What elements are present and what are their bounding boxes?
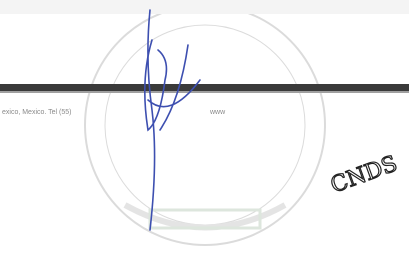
rule-shadow: [0, 91, 409, 93]
footer-address: exico, Mexico. Tel (55): [2, 109, 72, 116]
cut-text: [0, 0, 409, 14]
footer-web: www: [209, 109, 226, 116]
document: exico, Mexico. Tel (55) www CNDS: [0, 0, 409, 254]
signature: [145, 10, 200, 230]
handwritten-note: CNDS: [328, 151, 401, 198]
stamp: [85, 5, 325, 245]
rule: [0, 84, 409, 91]
page: exico, Mexico. Tel (55) www CNDS (() => …: [0, 0, 409, 254]
